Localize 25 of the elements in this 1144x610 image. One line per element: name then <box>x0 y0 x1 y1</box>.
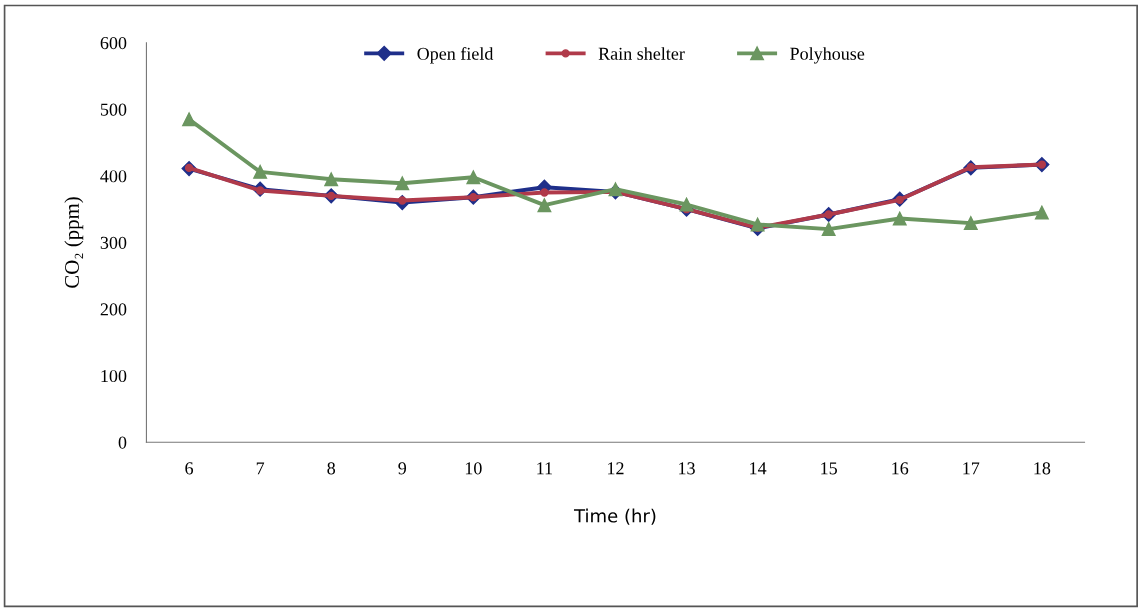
y-tick-label: 600 <box>100 36 127 50</box>
x-tick-label: 17 <box>963 462 980 475</box>
x-tick-label: 7 <box>256 462 265 475</box>
y-tick-label: 500 <box>100 103 127 116</box>
y-tick-label: 200 <box>100 303 127 316</box>
x-tick-label: 14 <box>750 462 767 475</box>
y-tick-label: 100 <box>101 369 127 383</box>
x-tick-label: 13 <box>679 462 695 475</box>
x-tick-label: 16 <box>892 462 909 475</box>
x-tick-label: 11 <box>537 462 553 475</box>
y-tick-label: 300 <box>100 236 127 249</box>
x-tick-label: 12 <box>608 462 624 475</box>
x-tick-label: 6 <box>185 462 194 475</box>
legend-label: Open field <box>417 46 494 64</box>
x-tick-label: 10 <box>465 462 482 475</box>
x-tick-label: 9 <box>398 462 407 475</box>
legend-label: Polyhouse <box>790 47 865 64</box>
x-tick-label: 15 <box>821 462 837 475</box>
x-axis-title: Time (hr) <box>573 508 656 525</box>
legend-label: Rain shelter <box>598 47 685 60</box>
y-tick-label: 400 <box>100 170 127 183</box>
y-axis-title: CO₂ (ppm) <box>64 197 84 288</box>
y-tick-label: 0 <box>118 436 127 449</box>
x-tick-label: 8 <box>327 462 336 475</box>
x-tick-label: 18 <box>1034 462 1051 475</box>
